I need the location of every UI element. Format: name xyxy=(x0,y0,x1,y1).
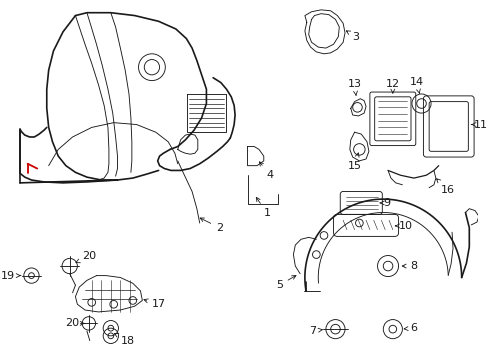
Text: 15: 15 xyxy=(347,153,361,171)
Text: 20: 20 xyxy=(76,252,96,263)
Text: 18: 18 xyxy=(114,333,134,346)
Text: 10: 10 xyxy=(395,221,412,231)
Text: 17: 17 xyxy=(143,299,166,309)
Text: 13: 13 xyxy=(347,80,361,95)
Text: 19: 19 xyxy=(1,271,21,280)
Text: 1: 1 xyxy=(256,197,270,219)
Text: 6: 6 xyxy=(403,323,416,333)
Text: 20: 20 xyxy=(65,318,84,328)
Text: 11: 11 xyxy=(470,120,487,130)
Text: 2: 2 xyxy=(200,218,223,233)
Text: 12: 12 xyxy=(385,80,399,93)
Text: 8: 8 xyxy=(402,261,416,271)
Text: 3: 3 xyxy=(346,31,359,42)
Text: 7: 7 xyxy=(308,326,322,336)
Text: 5: 5 xyxy=(275,275,295,290)
Text: 14: 14 xyxy=(409,77,423,93)
Text: 4: 4 xyxy=(259,162,273,180)
Text: 9: 9 xyxy=(380,198,389,208)
Text: 16: 16 xyxy=(436,179,454,194)
